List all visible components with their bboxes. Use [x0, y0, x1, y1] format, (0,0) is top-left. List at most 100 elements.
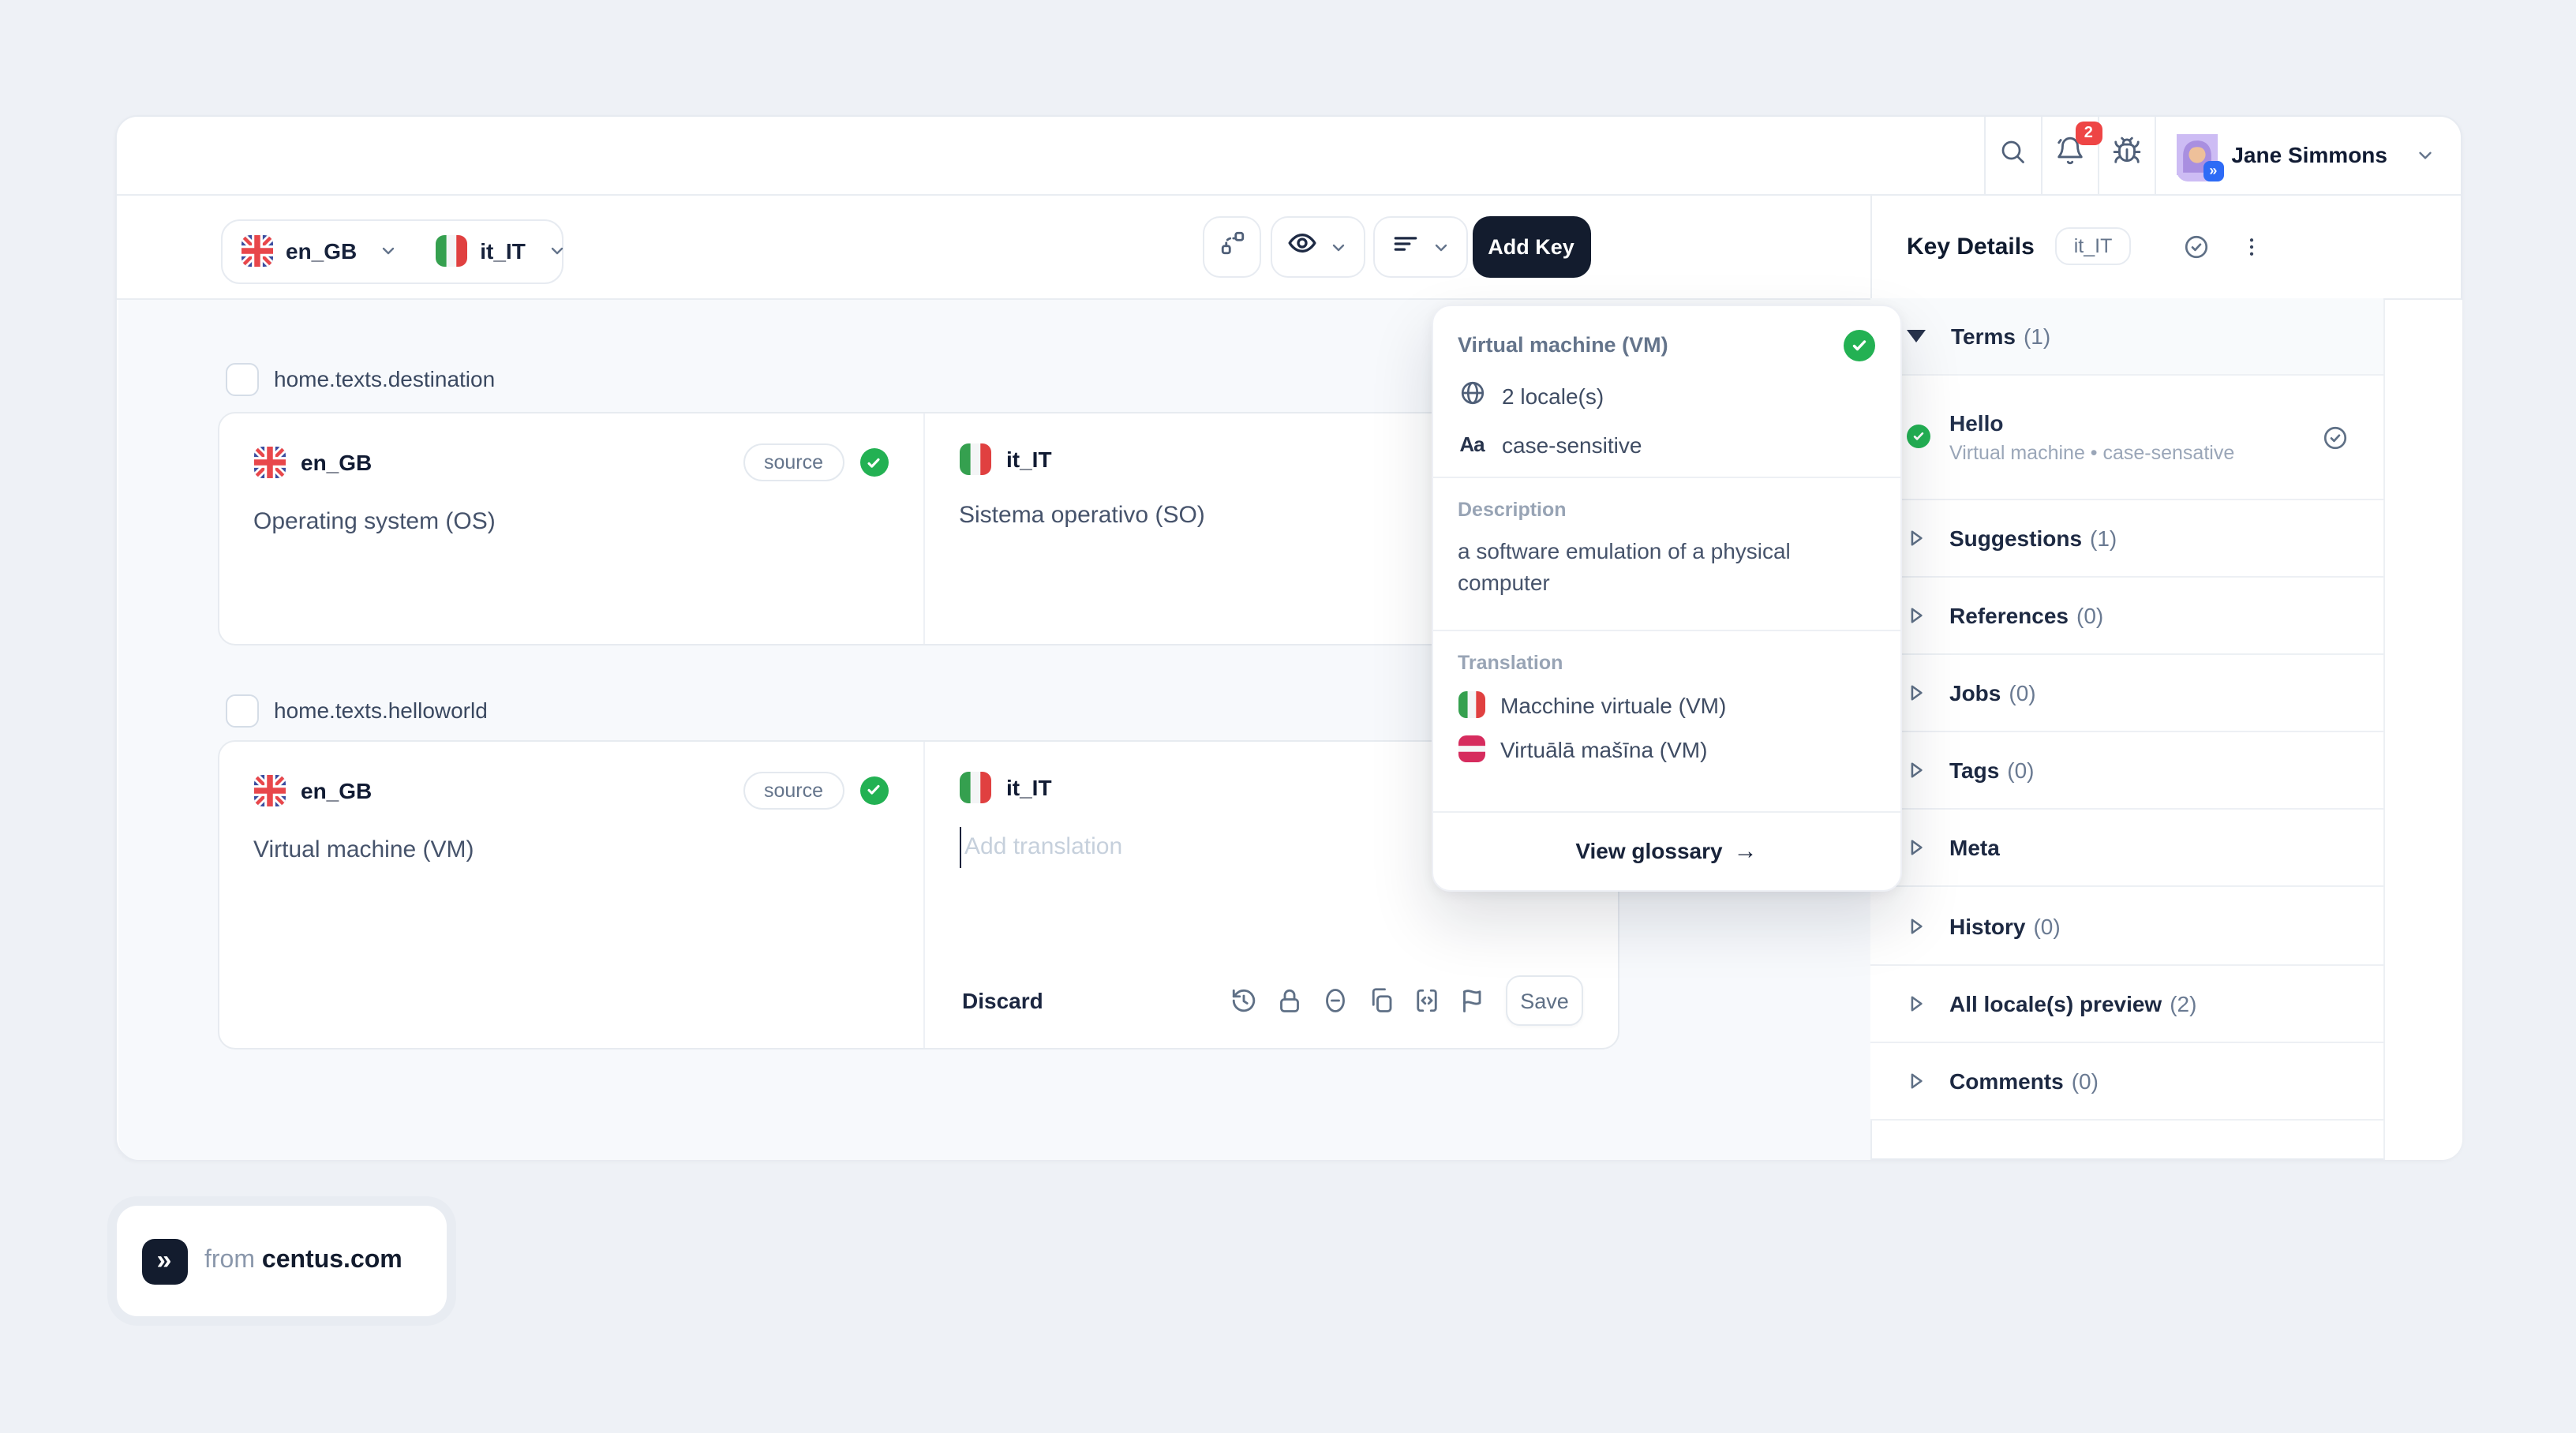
branding-badge[interactable]: » from centus.com — [116, 1206, 446, 1316]
popup-case-sensitivity: case-sensitive — [1502, 432, 1642, 457]
term-approved-icon — [1844, 329, 1875, 361]
section-references[interactable]: References (0) — [1870, 578, 2383, 656]
view-glossary-label: View glossary — [1575, 838, 1723, 863]
source-locale-select[interactable]: en_GB — [223, 220, 417, 282]
search-icon — [1998, 137, 2027, 173]
section-count: (0) — [2071, 1068, 2099, 1094]
term-subtitle: Virtual machine • case-sensative — [1949, 441, 2235, 464]
translation-text: Macchine virtuale (VM) — [1500, 692, 1727, 717]
target-text[interactable]: Sistema operativo (SO) — [959, 502, 1205, 529]
italy-flag-icon — [436, 235, 468, 267]
chevron-down-icon — [2414, 144, 2435, 165]
user-menu[interactable]: » Jane Simmons — [2155, 116, 2460, 193]
panel-scroll-gutter[interactable] — [2383, 300, 2462, 1159]
source-text[interactable]: Virtual machine (VM) — [253, 836, 474, 862]
section-count: (1) — [2090, 526, 2117, 552]
save-button[interactable]: Save — [1506, 975, 1583, 1026]
source-text[interactable]: Operating system (OS) — [253, 508, 496, 535]
key-card: en_GB source Operating system (OS) — [217, 412, 1619, 645]
term-approved-icon — [1907, 425, 1930, 449]
translation-text: Virtuālā mašīna (VM) — [1500, 736, 1708, 761]
section-count: (0) — [2007, 758, 2035, 784]
user-name: Jane Simmons — [2231, 142, 2387, 167]
section-label: References — [1949, 603, 2069, 629]
minus-circle-icon[interactable] — [1320, 986, 1350, 1016]
triangle-right-icon — [1905, 604, 1927, 627]
translation-input[interactable]: Add translation — [959, 826, 1583, 867]
section-all-locales-preview[interactable]: All locale(s) preview (2) — [1870, 965, 2383, 1043]
key-details-sections: Terms (1) Hello Virtual machine • case-s… — [1870, 298, 2383, 1121]
latvia-flag-icon — [1458, 735, 1485, 762]
chevron-down-icon — [1329, 238, 1348, 256]
flag-icon[interactable] — [1457, 986, 1487, 1016]
target-locale-label: it_IT — [1006, 447, 1052, 472]
kebab-menu-icon[interactable] — [2237, 233, 2265, 261]
filter-button[interactable] — [1372, 216, 1467, 278]
term-title: Hello — [1949, 410, 2004, 436]
key-row-header: home.texts.helloworld — [225, 694, 488, 727]
source-badge: source — [743, 771, 844, 809]
triangle-right-icon — [1905, 1069, 1927, 1091]
view-options-button[interactable] — [1270, 216, 1365, 278]
target-cell-editing: it_IT Add translation Discard — [924, 741, 1618, 1048]
add-key-label: Add Key — [1488, 235, 1574, 259]
translation-placeholder: Add translation — [964, 833, 1123, 860]
approved-check-icon[interactable] — [859, 448, 888, 477]
section-comments[interactable]: Comments (0) — [1870, 1042, 2383, 1121]
target-locale-label: it_IT — [480, 238, 526, 264]
section-meta[interactable]: Meta — [1870, 810, 2383, 888]
description-text: a software emulation of a physical compu… — [1458, 538, 1791, 595]
chevron-down-icon — [548, 241, 567, 260]
centus-logo-icon: » — [141, 1238, 187, 1284]
lock-icon[interactable] — [1274, 986, 1304, 1016]
discard-button[interactable]: Discard — [962, 988, 1043, 1013]
section-suggestions[interactable]: Suggestions (1) — [1870, 500, 2383, 578]
target-locale-select[interactable]: it_IT — [417, 220, 586, 282]
section-tags[interactable]: Tags (0) — [1870, 732, 2383, 810]
section-jobs[interactable]: Jobs (0) — [1870, 655, 2383, 733]
key-card-editing: en_GB source Virtual machine (VM) — [217, 739, 1619, 1049]
divider — [1432, 810, 1900, 812]
view-glossary-link[interactable]: View glossary → — [1432, 812, 1900, 889]
search-button[interactable] — [1985, 116, 2040, 193]
divider — [2154, 116, 2156, 193]
term-item[interactable]: Hello Virtual machine • case-sensative — [1870, 375, 2383, 500]
branding-domain: centus.com — [261, 1247, 402, 1274]
section-count: (1) — [2023, 323, 2051, 349]
code-icon[interactable] — [1411, 986, 1441, 1016]
approved-check-icon[interactable] — [859, 776, 888, 804]
add-key-button[interactable]: Add Key — [1472, 216, 1590, 278]
section-label: Suggestions — [1949, 526, 2083, 552]
divider — [2040, 116, 2042, 193]
restore-icon[interactable] — [1228, 986, 1258, 1016]
triangle-right-icon — [1905, 527, 1927, 549]
uk-flag-icon — [253, 447, 285, 478]
app-window: 2 » Jane Simmon — [114, 114, 2462, 1159]
translation-item: Macchine virtuale (VM) — [1458, 691, 1875, 718]
key-checkbox[interactable] — [225, 362, 258, 395]
section-count: (0) — [2076, 603, 2104, 629]
triangle-down-icon — [1907, 329, 1926, 342]
chevron-down-icon — [379, 241, 398, 260]
section-history[interactable]: History (0) — [1870, 887, 2383, 966]
link-keys-button[interactable] — [1203, 216, 1261, 278]
locale-badge: it_IT — [2054, 227, 2132, 266]
chevron-down-icon — [1431, 238, 1450, 256]
key-checkbox[interactable] — [225, 694, 258, 727]
copy-icon[interactable] — [1365, 986, 1395, 1016]
notifications-button[interactable]: 2 — [2042, 116, 2102, 193]
check-circle-icon[interactable] — [2322, 424, 2349, 458]
section-label: History — [1949, 913, 2026, 939]
popup-translation-section: Translation Macchine virtuale (VM) Virtu… — [1432, 631, 1900, 810]
report-bug-button[interactable] — [2099, 116, 2154, 193]
section-terms[interactable]: Terms (1) — [1870, 298, 2383, 375]
section-label: Meta — [1949, 835, 2000, 861]
arrow-right-icon: → — [1733, 837, 1758, 864]
section-label: Tags — [1949, 758, 2000, 784]
divider — [1983, 116, 1986, 193]
triangle-right-icon — [1905, 837, 1927, 859]
check-circle-icon[interactable] — [2183, 233, 2210, 268]
italy-flag-icon — [959, 771, 990, 803]
source-badge: source — [743, 443, 844, 481]
top-header: 2 » Jane Simmon — [116, 116, 2460, 195]
